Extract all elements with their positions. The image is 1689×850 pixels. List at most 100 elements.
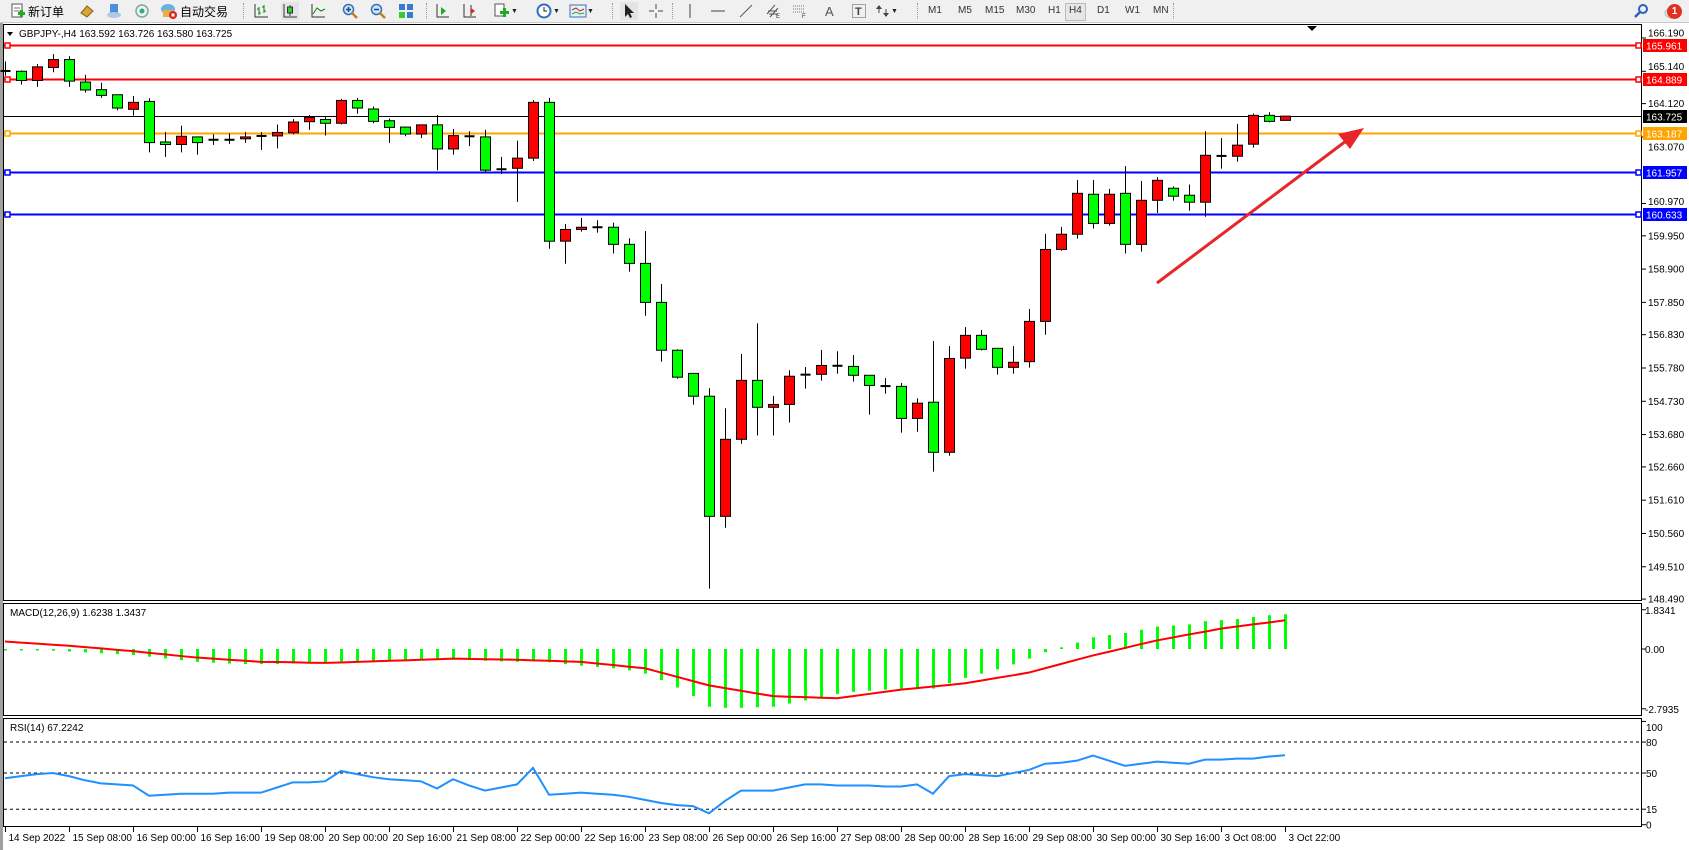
trendline-button[interactable] xyxy=(737,2,755,20)
timeframe-mn[interactable]: MN xyxy=(1153,5,1169,16)
candlestick-icon xyxy=(283,4,297,18)
candle xyxy=(224,133,235,144)
macd-histogram-bar xyxy=(772,649,775,707)
chevron-down-icon: ▼ xyxy=(587,7,594,15)
market-watch-button[interactable] xyxy=(78,2,96,20)
timeframe-h4[interactable]: H4 xyxy=(1065,3,1086,21)
text-icon: A xyxy=(825,4,834,19)
new-order-button[interactable]: 新订单 xyxy=(10,2,64,20)
candle xyxy=(336,98,347,125)
bear-candle-body xyxy=(1264,114,1275,122)
line-chart-icon xyxy=(311,4,326,18)
macd-histogram-bar xyxy=(180,649,183,661)
candle xyxy=(80,74,91,93)
vertical-line-button[interactable] xyxy=(681,2,699,20)
bull-candle-body xyxy=(768,403,779,408)
rsi-tick-label: 100 xyxy=(1646,723,1663,734)
line-chart-button[interactable] xyxy=(309,2,327,20)
line-price-label: 160.633 xyxy=(1646,211,1683,222)
macd-signal-line xyxy=(4,619,1286,700)
trend-arrow-head-icon xyxy=(1338,128,1364,149)
arrows-button[interactable]: ▼ xyxy=(875,2,898,20)
periods-button[interactable]: ▼ xyxy=(535,2,560,20)
price-tick-label: 154.730 xyxy=(1648,397,1685,408)
candle xyxy=(624,238,635,272)
timeframe-m5[interactable]: M5 xyxy=(958,5,972,16)
chart-shift-marker-icon[interactable] xyxy=(1307,26,1317,31)
line-price-badge xyxy=(1643,73,1687,86)
indicators-button[interactable]: ▼ xyxy=(493,2,518,20)
bear-candle-body xyxy=(608,226,619,245)
price-tick-label: 166.190 xyxy=(1648,29,1685,40)
notifications-button[interactable]: 1 xyxy=(1660,2,1686,20)
macd-histogram-bar xyxy=(628,649,631,671)
equidistant-channel-button[interactable]: E xyxy=(764,2,782,20)
timeframe-m15[interactable]: M15 xyxy=(985,5,1005,16)
indicators-icon xyxy=(494,3,509,17)
templates-button[interactable]: ▼ xyxy=(569,2,594,20)
chevron-down-icon: ▼ xyxy=(511,7,518,15)
symbol-dropdown-icon[interactable] xyxy=(7,32,13,36)
rsi-tick-label: 80 xyxy=(1646,738,1658,749)
timeframe-h1[interactable]: H1 xyxy=(1048,5,1061,16)
bull-candle-body xyxy=(784,375,795,405)
timeframe-w1[interactable]: W1 xyxy=(1125,5,1140,16)
candle xyxy=(800,367,811,389)
macd-histogram-bar xyxy=(964,649,967,678)
time-tick-label: 19 Sep 08:00 xyxy=(265,833,325,844)
autoscroll-button[interactable] xyxy=(433,2,451,20)
candles xyxy=(0,54,1291,589)
zoom-in-button[interactable] xyxy=(341,2,359,20)
cursor-button[interactable] xyxy=(620,2,638,20)
chart-shift-button[interactable] xyxy=(460,2,478,20)
candle xyxy=(848,355,859,382)
toolbar-separator xyxy=(917,3,920,19)
autoscroll-icon xyxy=(436,4,449,18)
bear-candle-body xyxy=(480,136,491,171)
timeframe-m1[interactable]: M1 xyxy=(928,5,942,16)
macd-histogram-bar xyxy=(884,649,887,690)
macd-histogram-bar xyxy=(1252,616,1255,649)
macd-histogram-bar xyxy=(100,649,103,654)
timeframe-m30[interactable]: M30 xyxy=(1016,5,1036,16)
line-price-badge xyxy=(1643,39,1687,52)
crosshair-icon xyxy=(649,4,663,18)
macd-histogram-bar xyxy=(612,649,615,669)
fibonacci-button[interactable]: F xyxy=(791,2,809,20)
bear-candle-body xyxy=(368,108,379,122)
signals-button[interactable] xyxy=(133,2,151,20)
text-button[interactable]: A xyxy=(821,2,839,20)
bear-candle-body xyxy=(864,374,875,386)
candle xyxy=(512,140,523,202)
zoom-out-button[interactable] xyxy=(369,2,387,20)
trend-arrow[interactable] xyxy=(1156,128,1364,285)
bear-candle-body xyxy=(1088,193,1099,224)
candle xyxy=(1104,188,1115,226)
macd-histogram-bar xyxy=(116,649,119,655)
line-price-badge xyxy=(1643,166,1687,179)
bull-candle-body xyxy=(1104,193,1115,224)
candle xyxy=(304,115,315,130)
auto-trading-button[interactable]: 自动交易 xyxy=(160,2,228,20)
svg-text:A: A xyxy=(825,4,834,19)
timeframe-d1[interactable]: D1 xyxy=(1097,5,1110,16)
navigator-button[interactable] xyxy=(105,2,123,20)
time-tick-label: 27 Sep 08:00 xyxy=(841,833,901,844)
bull-candle-body xyxy=(912,402,923,419)
crosshair-button[interactable] xyxy=(647,2,665,20)
candle xyxy=(208,134,219,145)
candlestick-button[interactable] xyxy=(281,2,299,20)
search-button[interactable] xyxy=(1632,2,1650,20)
bull-candle-body xyxy=(336,99,347,124)
text-label-button[interactable]: T xyxy=(850,2,868,20)
time-tick-label: 30 Sep 00:00 xyxy=(1097,833,1157,844)
time-tick-label: 21 Sep 08:00 xyxy=(457,833,517,844)
horizontal-line-button[interactable] xyxy=(709,2,727,20)
macd-histogram-bar xyxy=(340,649,343,662)
bar-chart-button[interactable] xyxy=(252,2,270,20)
navigator-icon xyxy=(107,4,121,18)
bull-candle-body xyxy=(1008,361,1019,368)
tile-windows-button[interactable] xyxy=(397,2,415,20)
candle xyxy=(480,129,491,172)
